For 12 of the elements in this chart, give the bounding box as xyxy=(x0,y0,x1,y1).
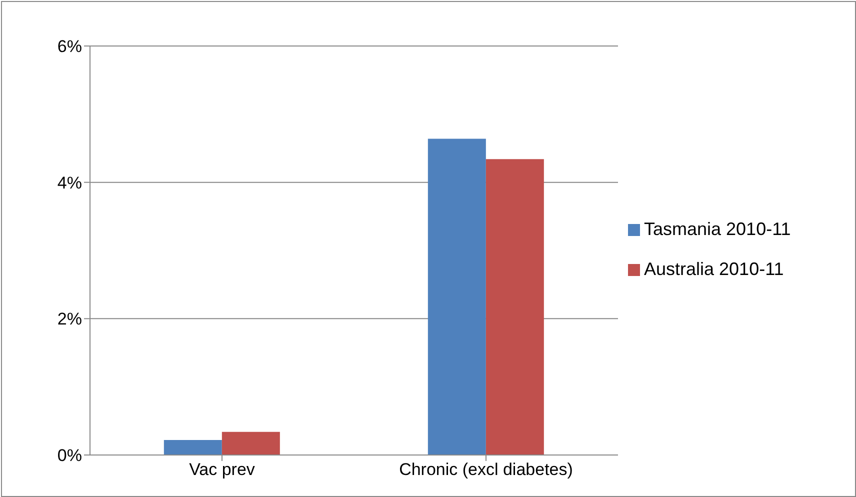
legend-label: Tasmania 2010-11 xyxy=(644,218,791,238)
legend-label: Australia 2010-11 xyxy=(644,258,784,278)
bar xyxy=(428,138,486,455)
y-tick-label: 2% xyxy=(57,310,82,329)
bar xyxy=(164,440,222,455)
y-tick-label: 6% xyxy=(57,37,82,56)
x-tick-label: Chronic (excl diabetes) xyxy=(399,460,573,480)
x-tick-label: Vac prev xyxy=(189,460,256,480)
bar xyxy=(222,432,280,455)
y-tick-label: 0% xyxy=(57,446,82,466)
y-tick-label: 4% xyxy=(57,173,82,192)
bar xyxy=(486,159,544,455)
